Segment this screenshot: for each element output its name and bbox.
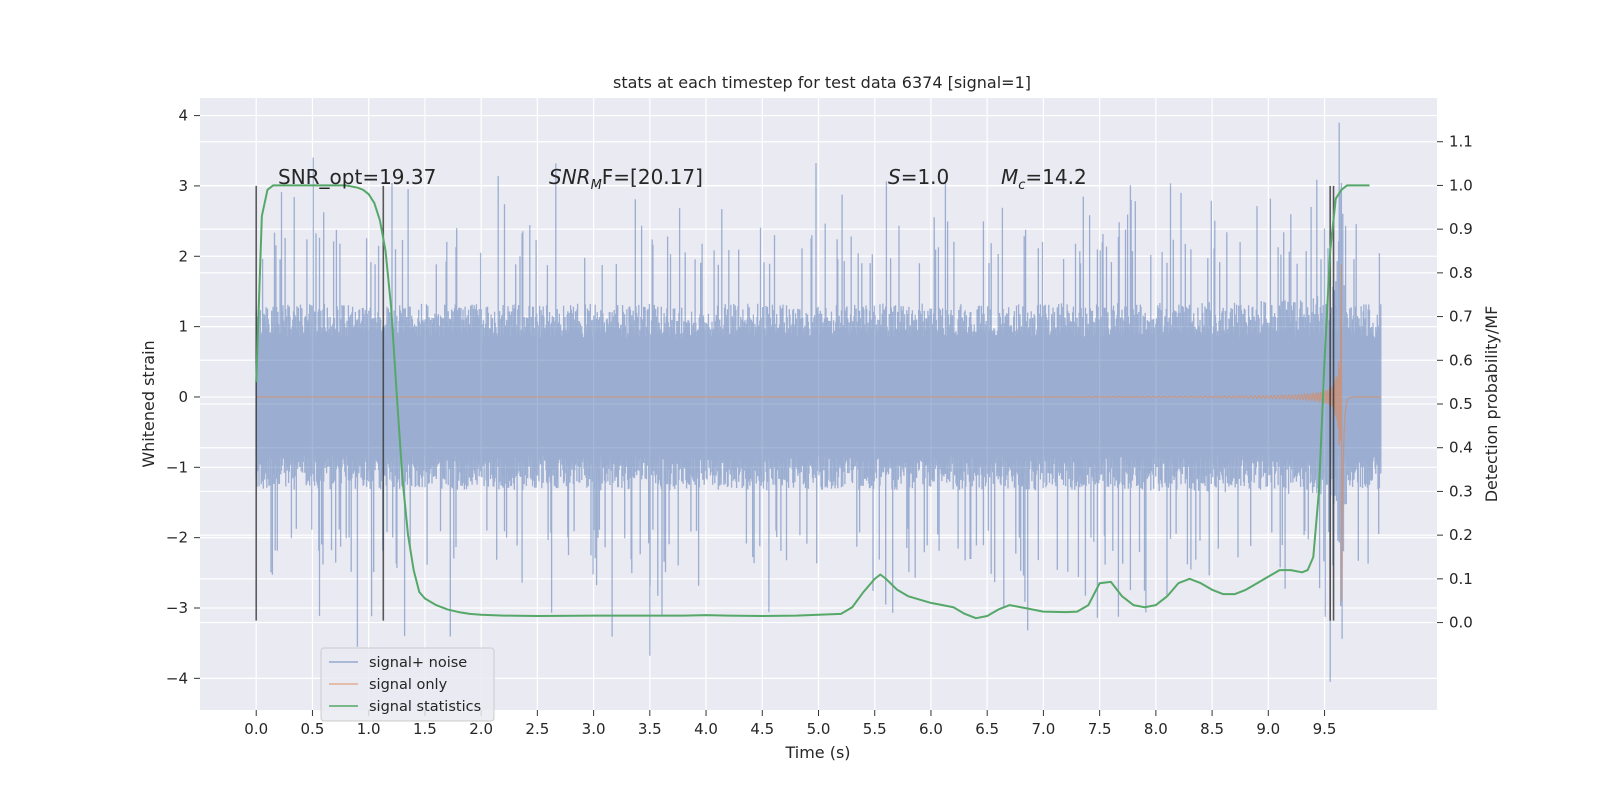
y-right-tick-label: 0.8 bbox=[1449, 264, 1473, 282]
s-value: =1.0 bbox=[901, 165, 950, 189]
y-right-tick-label: 1.1 bbox=[1449, 133, 1473, 151]
y-right-tick-label: 0.2 bbox=[1449, 526, 1473, 544]
snr-mf-suffix: F=[20.17] bbox=[602, 165, 703, 189]
annotation-s: S=1.0 bbox=[888, 165, 949, 189]
x-tick-label: 4.5 bbox=[750, 720, 774, 738]
x-tick-label: 2.5 bbox=[525, 720, 549, 738]
x-tick-label: 6.0 bbox=[919, 720, 943, 738]
y-right-tick-label: 0.6 bbox=[1449, 351, 1473, 369]
y-left-tick-label: 3 bbox=[178, 177, 188, 195]
annotation-mc: Mc=14.2 bbox=[1001, 165, 1087, 193]
snr-mf-prefix: SNR bbox=[549, 165, 591, 189]
y-right-tick-label: 0.9 bbox=[1449, 220, 1473, 238]
x-tick-label: 7.0 bbox=[1031, 720, 1055, 738]
y-left-tick-label: 2 bbox=[178, 247, 188, 265]
x-tick-label: 0.5 bbox=[301, 720, 325, 738]
x-tick-label: 5.0 bbox=[807, 720, 831, 738]
mc-subscript: c bbox=[1018, 178, 1025, 193]
y-left-tick-label: −1 bbox=[166, 458, 188, 476]
annotation-snr-mf: SNRMF=[20.17] bbox=[549, 165, 703, 193]
y-right-tick-label: 0.3 bbox=[1449, 482, 1473, 500]
y-right-tick-label: 0.0 bbox=[1449, 614, 1473, 632]
y-left-tick-label: 1 bbox=[178, 318, 188, 336]
x-tick-label: 7.5 bbox=[1088, 720, 1112, 738]
mc-value: =14.2 bbox=[1025, 165, 1086, 189]
legend-label-signal-statistics: signal statistics bbox=[369, 699, 481, 715]
signal-statistics-line bbox=[255, 184, 1370, 620]
y-right-tick-label: 1.0 bbox=[1449, 176, 1473, 194]
x-tick-label: 1.0 bbox=[357, 720, 381, 738]
legend-label-signal-noise: signal+ noise bbox=[369, 655, 467, 671]
y-left-tick-label: −2 bbox=[166, 529, 188, 547]
y-axis-right: 0.0 0.1 0.2 0.3 0.4 0.5 0.6 0.7 0.8 0.9 1.0 1.1 bbox=[1437, 133, 1473, 632]
y-left-tick-label: 0 bbox=[178, 388, 188, 406]
x-tick-label: 9.0 bbox=[1256, 720, 1280, 738]
snr-mf-subscript: M bbox=[591, 178, 602, 193]
x-tick-label: 5.5 bbox=[863, 720, 887, 738]
y-axis-right-label: Detection probability/MF bbox=[1482, 306, 1501, 503]
y-left-tick-label: −3 bbox=[166, 599, 188, 617]
y-right-tick-label: 0.4 bbox=[1449, 439, 1473, 457]
x-tick-label: 0.0 bbox=[244, 720, 268, 738]
legend-label-signal-only: signal only bbox=[369, 677, 448, 693]
x-axis-label: Time (s) bbox=[784, 743, 850, 762]
y-axis-left-label: Whitened strain bbox=[139, 340, 158, 467]
x-tick-label: 4.0 bbox=[694, 720, 718, 738]
signal-only-series bbox=[256, 264, 1381, 602]
x-tick-label: 3.0 bbox=[582, 720, 606, 738]
s-label: S bbox=[888, 165, 901, 189]
x-tick-label: 9.5 bbox=[1313, 720, 1337, 738]
y-right-tick-label: 0.7 bbox=[1449, 308, 1473, 326]
y-right-tick-label: 0.5 bbox=[1449, 395, 1473, 413]
x-tick-label: 8.0 bbox=[1144, 720, 1168, 738]
legend-box bbox=[320, 647, 495, 722]
y-axis-left: −4 −3 −2 −1 0 1 2 3 4 bbox=[166, 107, 200, 687]
legend: signal+ noise signal only signal statist… bbox=[320, 647, 495, 722]
mc-label: M bbox=[1001, 165, 1018, 189]
signal-statistics-series bbox=[255, 184, 1370, 620]
annotation-snr-opt: SNR_opt=19.37 bbox=[278, 165, 436, 189]
x-tick-label: 1.5 bbox=[413, 720, 437, 738]
y-right-tick-label: 0.1 bbox=[1449, 570, 1473, 588]
signal-only-line bbox=[256, 264, 1381, 602]
x-tick-label: 6.5 bbox=[975, 720, 999, 738]
y-left-tick-label: 4 bbox=[178, 107, 188, 125]
y-left-tick-label: −4 bbox=[166, 669, 188, 687]
chart-title: stats at each timestep for test data 637… bbox=[613, 73, 1031, 92]
x-axis: 0.0 0.5 1.0 1.5 2.0 2.5 3.0 3.5 4.0 4.5 5.0 5.5 6.0 6… bbox=[244, 710, 1336, 738]
x-tick-label: 2.0 bbox=[469, 720, 493, 738]
x-tick-label: 8.5 bbox=[1200, 720, 1224, 738]
x-tick-label: 3.5 bbox=[638, 720, 662, 738]
